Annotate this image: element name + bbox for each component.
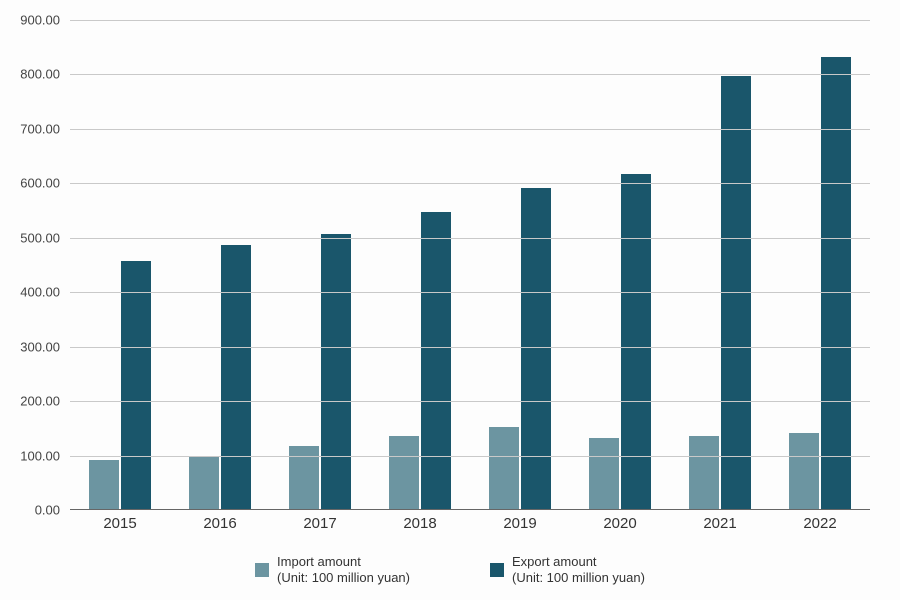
y-axis-label: 300.00	[0, 339, 60, 354]
x-axis-label: 2018	[370, 509, 470, 532]
gridline	[70, 456, 870, 457]
gridline	[70, 401, 870, 402]
x-axis-label: 2019	[470, 509, 570, 532]
gridline	[70, 347, 870, 348]
x-axis-label: 2021	[670, 509, 770, 532]
gridline	[70, 20, 870, 21]
bar-group: 2016	[170, 19, 270, 509]
legend-label-export: Export amount	[512, 554, 597, 569]
legend: Import amount (Unit: 100 million yuan) E…	[0, 554, 900, 587]
bar-export	[421, 212, 451, 509]
bar-import	[89, 460, 119, 509]
gridline	[70, 292, 870, 293]
legend-swatch-import	[255, 563, 269, 577]
bar-import	[689, 436, 719, 510]
bar-import	[789, 433, 819, 509]
gridline	[70, 129, 870, 130]
y-axis-label: 600.00	[0, 176, 60, 191]
legend-item-import: Import amount (Unit: 100 million yuan)	[255, 554, 410, 587]
bar-export	[221, 245, 251, 509]
gridline	[70, 74, 870, 75]
y-axis-label: 200.00	[0, 394, 60, 409]
bar-group: 2018	[370, 19, 470, 509]
bar-groups: 20152016201720182019202020212022	[70, 19, 870, 509]
bar-import	[489, 427, 519, 509]
bar-import	[389, 436, 419, 510]
legend-swatch-export	[490, 563, 504, 577]
bar-export	[321, 234, 351, 509]
legend-label-import: Import amount	[277, 554, 361, 569]
x-axis-label: 2016	[170, 509, 270, 532]
bar-group: 2017	[270, 19, 370, 509]
y-axis-label: 800.00	[0, 67, 60, 82]
legend-item-export: Export amount (Unit: 100 million yuan)	[490, 554, 645, 587]
bar-group: 2022	[770, 19, 870, 509]
bar-export	[821, 57, 851, 509]
legend-unit-export: (Unit: 100 million yuan)	[512, 570, 645, 585]
y-axis-label: 700.00	[0, 121, 60, 136]
gridline	[70, 238, 870, 239]
gridline	[70, 183, 870, 184]
bar-export	[621, 174, 651, 509]
legend-unit-import: (Unit: 100 million yuan)	[277, 570, 410, 585]
x-axis-label: 2022	[770, 509, 870, 532]
y-axis-label: 900.00	[0, 13, 60, 28]
y-axis-label: 100.00	[0, 448, 60, 463]
bar-chart: 20152016201720182019202020212022 0.00100…	[70, 20, 870, 510]
bar-import	[189, 457, 219, 509]
plot-area: 20152016201720182019202020212022 0.00100…	[70, 20, 870, 510]
legend-text-export: Export amount (Unit: 100 million yuan)	[512, 554, 645, 587]
legend-text-import: Import amount (Unit: 100 million yuan)	[277, 554, 410, 587]
bar-export	[521, 188, 551, 509]
y-axis-label: 500.00	[0, 230, 60, 245]
x-axis-label: 2020	[570, 509, 670, 532]
bar-group: 2015	[70, 19, 170, 509]
x-axis-label: 2015	[70, 509, 170, 532]
x-axis-label: 2017	[270, 509, 370, 532]
bar-import	[589, 438, 619, 509]
bar-group: 2021	[670, 19, 770, 509]
bar-group: 2019	[470, 19, 570, 509]
y-axis-label: 0.00	[0, 503, 60, 518]
y-axis-label: 400.00	[0, 285, 60, 300]
bar-group: 2020	[570, 19, 670, 509]
bar-export	[121, 261, 151, 509]
